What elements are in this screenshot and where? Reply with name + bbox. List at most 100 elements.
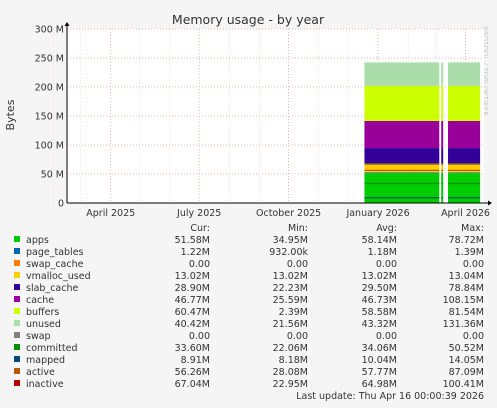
legend-label-vmalloc_used: vmalloc_used xyxy=(26,271,91,282)
area-slab_cache xyxy=(364,148,440,165)
x-tick-label: July 2025 xyxy=(176,208,221,219)
legend-avg-buffers: 58.58M xyxy=(362,307,397,318)
legend-label-swap_cache: swap_cache xyxy=(26,259,84,270)
x-tick-label: January 2026 xyxy=(345,208,409,219)
y-axis-label: Bytes xyxy=(4,99,17,130)
legend-min-slab_cache: 22.23M xyxy=(273,283,308,294)
legend-max-swap: 0.00 xyxy=(463,331,484,342)
last-update: Last update: Thu Apr 16 00:00:39 2026 xyxy=(296,391,484,402)
legend-min-swap: 0.00 xyxy=(287,331,308,342)
legend-max-buffers: 81.54M xyxy=(449,307,484,318)
legend-label-unused: unused xyxy=(26,319,61,330)
x-tick-label: April 2026 xyxy=(441,208,490,219)
tick-labels: April 2025 July 2025 October 2025 January 2… xyxy=(35,25,490,220)
legend-cur-apps: 51.58M xyxy=(175,235,210,246)
y-tick-label: 250 M xyxy=(35,54,64,65)
x-axis-arrow xyxy=(488,200,492,206)
legend-label-inactive: inactive xyxy=(26,379,64,390)
legend-swatch-swap xyxy=(14,332,20,338)
legend-avg-active: 57.77M xyxy=(362,367,397,378)
legend-max-page_tables: 1.39M xyxy=(455,247,484,258)
legend-max-slab_cache: 78.84M xyxy=(449,283,484,294)
legend-avg-swap_cache: 0.00 xyxy=(376,259,397,270)
legend-max-unused: 131.36M xyxy=(443,319,484,330)
legend-avg-page_tables: 1.18M xyxy=(368,247,397,258)
legend-label-cache: cache xyxy=(26,295,54,306)
legend-max-committed: 50.52M xyxy=(449,343,484,354)
area-cache xyxy=(364,120,440,149)
legend-label-active: active xyxy=(26,367,55,378)
legend-max-apps: 78.72M xyxy=(449,235,484,246)
x-tick-label: October 2025 xyxy=(256,208,321,219)
legend-cur-swap_cache: 0.00 xyxy=(189,259,210,270)
area-vmalloc_used xyxy=(448,164,481,173)
legend-cur-mapped: 8.91M xyxy=(181,355,210,366)
legend-label-mapped: mapped xyxy=(26,355,65,366)
x-tick-label: April 2025 xyxy=(86,208,135,219)
y-tick-label: 150 M xyxy=(35,112,64,123)
legend-swatch-mapped xyxy=(14,356,20,362)
legend-min-buffers: 2.39M xyxy=(279,307,308,318)
legend-cur-cache: 46.77M xyxy=(175,295,210,306)
legend-swatch-page_tables xyxy=(14,248,20,254)
area-buffers xyxy=(364,85,440,121)
area-apps xyxy=(364,173,440,203)
legend-min-page_tables: 932.00k xyxy=(269,247,308,258)
legend-max-mapped: 14.05M xyxy=(449,355,484,366)
area-vmalloc_used xyxy=(441,164,444,173)
area-cache xyxy=(441,120,444,149)
area-apps xyxy=(448,173,481,203)
y-tick-label: 0 xyxy=(58,199,64,210)
legend-cur-unused: 40.42M xyxy=(175,319,210,330)
legend-min-swap_cache: 0.00 xyxy=(287,259,308,270)
area-page_tables xyxy=(364,172,440,174)
legend-avg-vmalloc_used: 13.02M xyxy=(362,271,397,282)
legend-cur-slab_cache: 28.90M xyxy=(175,283,210,294)
legend-header-avg: Avg: xyxy=(376,223,397,234)
legend-cur-vmalloc_used: 13.02M xyxy=(175,271,210,282)
y-tick-label: 200 M xyxy=(35,83,64,94)
legend-avg-slab_cache: 29.50M xyxy=(362,283,397,294)
legend-swatch-committed xyxy=(14,344,20,350)
legend-swatch-inactive xyxy=(14,380,20,386)
legend-header-max: Max: xyxy=(461,223,484,234)
legend-label-page_tables: page_tables xyxy=(26,247,84,258)
legend-avg-cache: 46.73M xyxy=(362,295,397,306)
area-cache xyxy=(448,120,481,149)
area-buffers xyxy=(441,85,444,121)
area-vmalloc_used xyxy=(364,164,440,173)
y-axis-arrow xyxy=(64,22,70,26)
legend-swatch-slab_cache xyxy=(14,284,20,290)
legend-max-cache: 108.15M xyxy=(443,295,484,306)
legend-min-cache: 25.59M xyxy=(273,295,308,306)
legend-header-min: Min: xyxy=(288,223,308,234)
legend-label-buffers: buffers xyxy=(26,307,59,318)
legend-min-inactive: 22.95M xyxy=(273,379,308,390)
legend-label-committed: committed xyxy=(26,343,78,354)
legend-min-active: 28.08M xyxy=(273,367,308,378)
legend-label-swap: swap xyxy=(26,331,51,342)
legend-cur-active: 56.26M xyxy=(175,367,210,378)
legend-cur-inactive: 67.04M xyxy=(175,379,210,390)
legend-swatch-swap_cache xyxy=(14,260,20,266)
stacked-areas xyxy=(364,62,481,203)
area-apps xyxy=(441,173,444,203)
legend-swatch-vmalloc_used xyxy=(14,272,20,278)
legend-max-swap_cache: 0.00 xyxy=(463,259,484,270)
legend-avg-swap: 0.00 xyxy=(376,331,397,342)
legend-cur-swap: 0.00 xyxy=(189,331,210,342)
legend-min-vmalloc_used: 13.02M xyxy=(273,271,308,282)
legend-cur-page_tables: 1.22M xyxy=(181,247,210,258)
legend-swatch-unused xyxy=(14,320,20,326)
area-page_tables xyxy=(441,172,444,174)
area-unused xyxy=(364,62,440,86)
y-tick-label: 300 M xyxy=(35,25,64,36)
legend: Cur: Min: Avg: Max: apps 51.58M 34.95M 58.14M 78… xyxy=(14,223,484,390)
area-unused xyxy=(448,62,481,86)
legend-min-committed: 22.06M xyxy=(273,343,308,354)
legend-avg-unused: 43.32M xyxy=(362,319,397,330)
legend-swatch-cache xyxy=(14,296,20,302)
legend-avg-inactive: 64.98M xyxy=(362,379,397,390)
area-slab_cache xyxy=(441,148,444,165)
